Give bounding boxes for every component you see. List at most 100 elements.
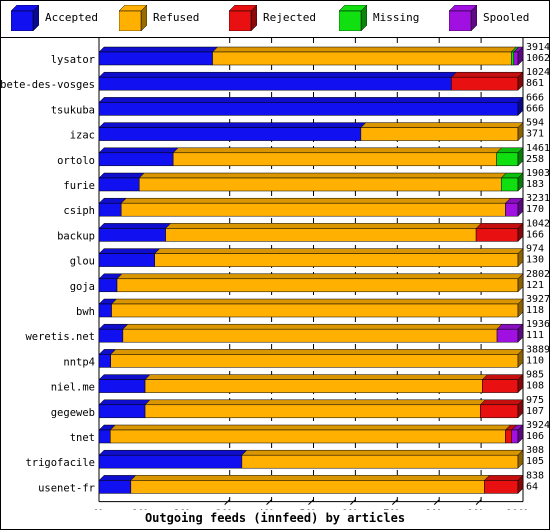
- bar-segment-spooled: [496, 323, 524, 343]
- x-tick-label: 40%: [258, 509, 276, 510]
- x-tick-label: 20%: [174, 509, 192, 510]
- data-label-offered: 3231: [526, 193, 549, 204]
- data-label-offered: 1042: [526, 218, 549, 229]
- category-label: furie: [63, 180, 95, 192]
- tick-mark: [433, 499, 440, 505]
- bar-segment-refused: [138, 172, 507, 192]
- category-label: niel.me: [51, 382, 95, 394]
- bar-segment-rejected: [483, 474, 524, 495]
- data-label-accepted: 110: [526, 355, 544, 366]
- data-label-offered: 308: [526, 445, 544, 456]
- x-tick-label: 90%: [467, 509, 485, 510]
- data-label-accepted: 258: [526, 154, 544, 165]
- data-label-accepted: 107: [526, 406, 544, 417]
- tick-mark: [475, 499, 482, 505]
- bar-segment-refused: [130, 475, 491, 494]
- legend-label-refused: Refused: [153, 11, 200, 24]
- data-label-accepted: 170: [526, 204, 544, 215]
- data-label-accepted: 1062: [526, 53, 549, 64]
- x-tick-label: 100%: [506, 509, 530, 510]
- category-label: tnet: [70, 432, 95, 444]
- bar-segment-refused: [122, 323, 503, 343]
- category-label: glou: [70, 256, 95, 268]
- data-label-offered: 594: [526, 118, 544, 129]
- bar-segment-refused: [165, 223, 482, 242]
- bar-segment-refused: [110, 348, 524, 369]
- tick-mark: [224, 499, 231, 505]
- data-label-offered: 974: [526, 244, 544, 255]
- data-label-accepted: 130: [526, 255, 544, 266]
- legend-swatch-rejected: [229, 5, 257, 31]
- bar-segment-accepted: [98, 223, 172, 242]
- legend-swatch-accepted: [11, 5, 39, 31]
- x-axis-title: Outgoing feeds (innfeed) by articles: [144, 511, 406, 525]
- data-label-accepted: 105: [526, 456, 544, 467]
- bar-segment-rejected: [475, 222, 524, 243]
- data-label-offered: 1024: [526, 67, 549, 78]
- data-label-offered: 666: [526, 92, 544, 103]
- data-label-accepted: 666: [526, 103, 544, 114]
- data-label-accepted: 371: [526, 129, 544, 140]
- legend-swatch-missing: [339, 5, 367, 31]
- legend-swatch-refused: [119, 5, 147, 31]
- category-label: weretis.net: [25, 331, 95, 343]
- data-label-offered: 975: [526, 395, 544, 406]
- bar-segment-missing: [500, 172, 524, 192]
- bar-segment-refused: [241, 449, 524, 469]
- data-label-offered: 3889: [526, 344, 549, 355]
- category-label: goja: [70, 281, 95, 293]
- bar-segment-accepted: [98, 449, 248, 469]
- x-tick-label: 10%: [132, 509, 150, 510]
- bar-segment-accepted: [98, 122, 367, 141]
- data-label-accepted: 118: [526, 305, 544, 316]
- legend-label-rejected: Rejected: [263, 11, 316, 24]
- category-label: izac: [70, 130, 95, 142]
- data-label-accepted: 106: [526, 431, 544, 442]
- category-label: bete-des-vosges: [1, 79, 95, 91]
- bar-segment-rejected: [479, 399, 524, 419]
- x-tick-label: 30%: [216, 509, 234, 510]
- bar-segment-accepted: [98, 323, 129, 343]
- bar-segment-accepted: [98, 96, 524, 117]
- tick-mark: [266, 499, 272, 505]
- bar-segment-refused: [110, 298, 524, 318]
- bar-segment-accepted: [98, 399, 151, 419]
- bar-segment-spooled: [511, 424, 524, 444]
- bar-segment-refused: [144, 374, 488, 393]
- tick-mark: [350, 499, 356, 505]
- bar-segment-accepted: [98, 374, 151, 393]
- bar-segment-rejected: [481, 373, 524, 394]
- tick-mark: [391, 499, 398, 505]
- category-label: csiph: [63, 205, 95, 217]
- data-label-accepted: 121: [526, 280, 544, 291]
- bar-segment-refused: [120, 197, 512, 217]
- bar-segment-accepted: [98, 46, 219, 66]
- data-label-offered: 3914: [526, 42, 549, 53]
- data-label-accepted: 861: [526, 78, 544, 89]
- legend-label-missing: Missing: [373, 11, 420, 24]
- bar-segment-refused: [116, 273, 524, 293]
- x-tick-label: 50%: [299, 509, 317, 510]
- category-label: tsukuba: [51, 104, 95, 116]
- data-label-offered: 1903: [526, 168, 549, 179]
- bar-segment-accepted: [98, 71, 457, 91]
- data-label-accepted: 64: [526, 481, 538, 492]
- bar-segment-refused: [211, 46, 517, 66]
- data-label-offered: 3924: [526, 420, 549, 431]
- bar-segment-accepted: [98, 475, 137, 494]
- bar-segment-refused: [144, 399, 486, 419]
- data-label-offered: 2802: [526, 269, 549, 280]
- data-label-accepted: 166: [526, 229, 544, 240]
- category-label: usenet-fr: [38, 482, 95, 494]
- bar-segment-refused: [360, 121, 524, 142]
- x-tick-label: 80%: [425, 509, 443, 510]
- data-label-offered: 1461: [526, 143, 549, 154]
- legend-label-accepted: Accepted: [45, 11, 98, 24]
- category-label: lysator: [51, 54, 95, 66]
- x-tick-label: 70%: [383, 509, 401, 510]
- tick-mark: [308, 499, 314, 505]
- bar-segment-accepted: [98, 248, 161, 267]
- bar-segment-spooled: [504, 197, 524, 217]
- bar-segment-refused: [154, 247, 524, 268]
